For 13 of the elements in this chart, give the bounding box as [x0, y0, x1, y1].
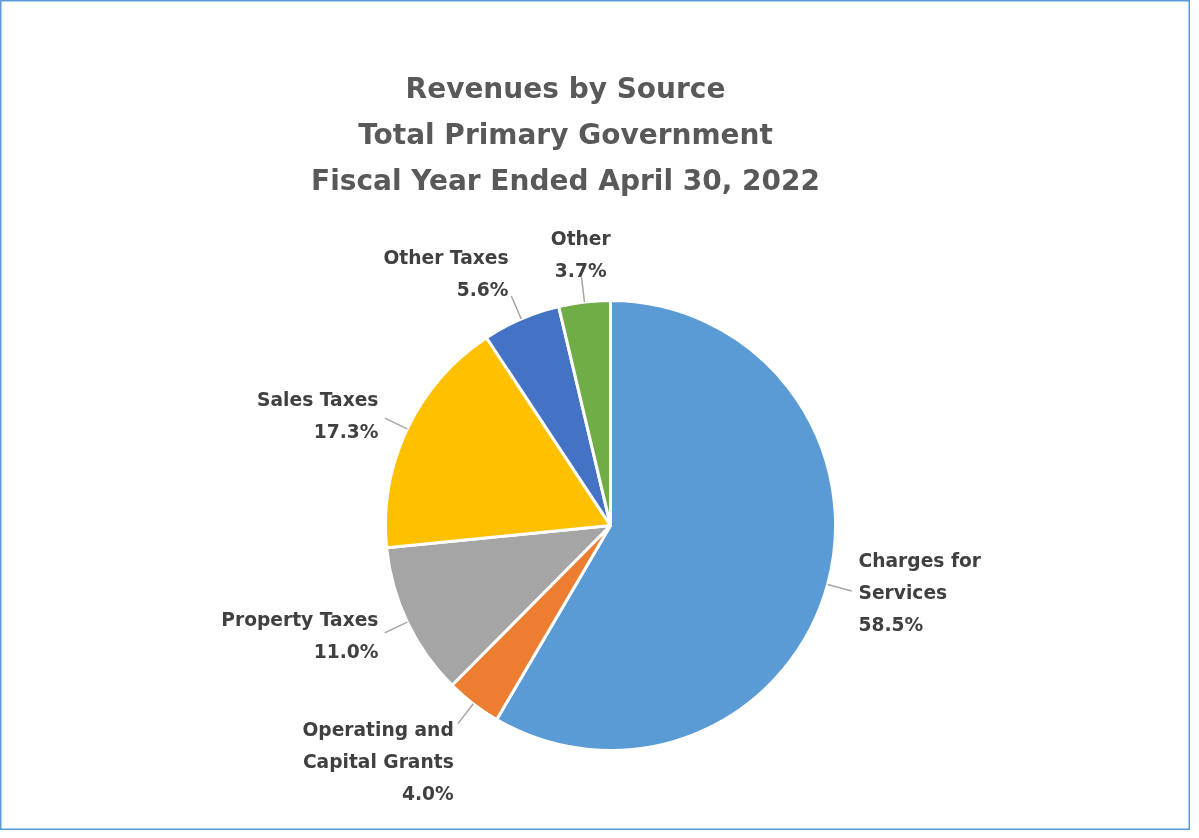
slice-label: Sales Taxes [257, 388, 379, 410]
slice-label: Other [550, 227, 612, 249]
data-label: 5.6% [456, 279, 509, 301]
data-label: 11.0% [313, 641, 379, 663]
data-label: 58.5% [858, 614, 924, 636]
data-label: 17.3% [313, 420, 379, 442]
slice-label: Property Taxes [221, 609, 379, 631]
slice-label: Charges for Services [858, 550, 982, 604]
slice-label: Other Taxes [383, 247, 509, 269]
data-label: 4.0% [402, 782, 455, 804]
chart-title: Revenues by Source Total Primary Government Fiscal Year Ended April 30, 2022 [311, 72, 821, 197]
data-label: 3.7% [554, 259, 607, 281]
slice-label: Operating and Capital Grants [302, 718, 454, 772]
